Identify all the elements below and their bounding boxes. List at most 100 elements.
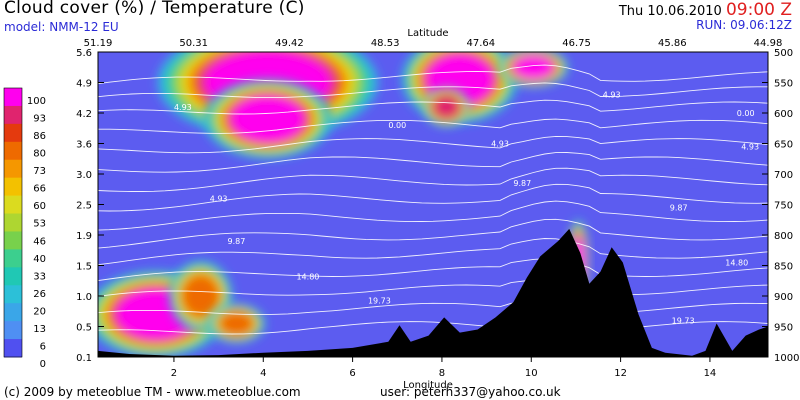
axes: Latitude Longitude 5.6 4.9 4.2 3.6 3.0 2.5 1.9…	[76, 28, 799, 391]
cloud-blob	[423, 87, 470, 127]
colorbar-tick-label: 0	[40, 359, 46, 370]
colorbar-segment	[4, 105, 22, 125]
date-run-block: Thu 10.06.2010 09:00 Z RUN: 09.06:12Z	[619, 0, 792, 32]
isotherm-line	[98, 218, 768, 249]
user-text: user: peterh337@yahoo.co.uk	[380, 385, 561, 399]
colorbar-tick-label: 40	[33, 254, 46, 265]
altitude-tick-label: 0.5	[76, 323, 92, 334]
longitude-tick-label: 4	[260, 368, 266, 379]
altitude-tick-label: 3.6	[76, 140, 92, 151]
isotherm-line	[98, 82, 768, 99]
colorbar-tick-label: 20	[33, 306, 46, 317]
pressure-tick-label: 650	[774, 140, 793, 151]
altitude-tick-label: 3.0	[76, 170, 92, 181]
chart-title: Cloud cover (%) / Temperature (C)	[4, 0, 305, 18]
cloud-blob	[207, 303, 266, 344]
isotherm-label: 4.93	[741, 143, 759, 152]
colorbar-frame	[3, 87, 23, 358]
colorbar-segment	[4, 339, 22, 358]
isotherm-label: 0.00	[388, 121, 406, 130]
latitude-tick-label: 51.19	[84, 38, 113, 49]
isotherm-line	[98, 64, 768, 85]
altitude-tick-label: 1.9	[76, 231, 92, 242]
colorbar-segment	[4, 195, 22, 215]
isotherm-label: 19.73	[672, 316, 695, 325]
colorbar-tick-label: 60	[33, 201, 46, 212]
latitude-tick-label: 45.86	[658, 38, 687, 49]
pressure-tick-label: 900	[774, 292, 793, 303]
altitude-tick-label: 0.1	[76, 353, 92, 364]
forecast-date: Thu 10.06.2010	[618, 4, 722, 19]
terrain-profile	[98, 228, 768, 357]
altitude-tick-label: 5.6	[76, 48, 92, 59]
isotherm-line	[98, 152, 768, 173]
pressure-tick-label: 700	[774, 170, 793, 181]
isotherm-line	[98, 200, 768, 231]
isotherm-label: 9.87	[513, 179, 531, 188]
cloud-contour	[219, 311, 254, 336]
colorbar-segment	[4, 249, 22, 268]
isotherm-line	[98, 258, 768, 282]
isotherm-line	[98, 319, 768, 335]
longitude-tick-label: 12	[614, 368, 627, 379]
latitude-tick-label: 46.75	[562, 38, 591, 49]
latitude-tick-label: 49.42	[275, 38, 304, 49]
colorbar-segment	[4, 285, 22, 304]
colorbar-tick-label: 93	[33, 114, 46, 125]
latitude-tick-label: 48.53	[371, 38, 400, 49]
isotherm-label: 4.93	[603, 91, 621, 100]
isotherm-line	[98, 167, 768, 192]
latitude-tick-label: 44.98	[754, 38, 783, 49]
colorbar-segment	[4, 88, 22, 107]
isotherm-line	[98, 135, 768, 154]
colorbar-tick-label: 46	[33, 236, 46, 247]
pressure-tick-label: 500	[774, 48, 793, 59]
isotherm-label: 14.80	[296, 272, 319, 281]
date-line: Thu 10.06.2010 09:00 Z	[619, 0, 792, 20]
latitude-tick-label: 50.31	[179, 38, 208, 49]
pressure-tick-label: 750	[774, 201, 793, 212]
colorbar-tick-label: 80	[33, 149, 46, 160]
latitude-tick-label: 47.64	[467, 38, 496, 49]
cloud-contour	[513, 55, 554, 79]
colorbar-segment	[4, 303, 22, 322]
isotherm-label: 9.87	[670, 204, 688, 213]
colorbar-segment	[4, 141, 22, 161]
pressure-tick-label: 600	[774, 109, 793, 120]
isotherm-label: 4.93	[210, 194, 228, 203]
altitude-tick-label: 1.0	[76, 292, 92, 303]
isotherm-label: 14.80	[725, 258, 748, 267]
model-label: model: NMM-12 EU	[4, 20, 119, 34]
longitude-tick-label: 6	[349, 368, 355, 379]
altitude-tick-label: 4.2	[76, 109, 92, 120]
isotherm-label-layer: 4.93 4.93 0.00 0.00 4.93 4.93 4.93 9.87 9.87 9.87…	[174, 91, 759, 326]
cloud-contour	[231, 96, 305, 142]
colorbar-segment	[4, 213, 22, 232]
colorbar-segment	[4, 123, 22, 143]
colorbar-tick-label: 6	[40, 341, 46, 352]
isotherm-line	[98, 183, 768, 212]
pressure-tick-label: 550	[774, 79, 793, 90]
pressure-tick-label: 1000	[774, 353, 799, 364]
altitude-tick-label: 4.9	[76, 79, 92, 90]
colorbar-segment	[4, 267, 22, 286]
colorbar-segment	[4, 159, 22, 179]
longitude-tick-label: 8	[439, 368, 445, 379]
isotherm-layer	[98, 64, 768, 335]
colorbar-tick-label: 13	[33, 324, 46, 335]
longitude-tick-label: 2	[171, 368, 177, 379]
isotherm-label: 9.87	[228, 237, 246, 246]
copyright-text: (c) 2009 by meteoblue TM - www.meteoblue…	[4, 385, 301, 399]
cloud-blob	[498, 52, 569, 88]
colorbar-tick-label: 26	[33, 289, 46, 300]
colorbar-segment	[4, 231, 22, 250]
colorbar-tick-label: 66	[33, 184, 46, 195]
run-label: RUN: 09.06:12Z	[696, 18, 792, 32]
colorbar-tick-label: 86	[33, 131, 46, 142]
isotherm-line	[98, 238, 768, 266]
isotherm-label: 4.93	[174, 103, 192, 112]
isotherm-line	[98, 299, 768, 316]
altitude-tick-label: 1.5	[76, 262, 92, 273]
